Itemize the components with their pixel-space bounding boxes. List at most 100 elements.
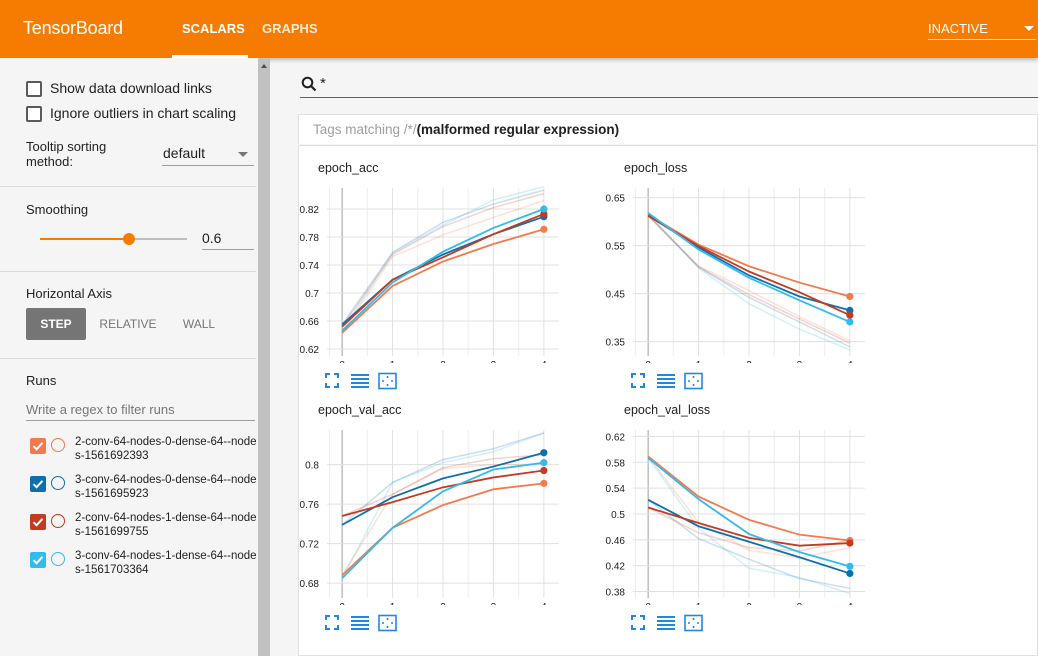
raw-series-line (341, 432, 545, 526)
run-item[interactable]: 2-conv-64-nodes-0-dense-64--nodes-156169… (30, 435, 258, 469)
y-tick-label: 0.5 (611, 510, 625, 521)
axis-step-button[interactable]: STEP (26, 308, 86, 340)
series-line[interactable] (647, 457, 851, 568)
series-line[interactable] (647, 214, 851, 298)
fullscreen-icon[interactable] (631, 615, 645, 630)
axis-relative-button[interactable]: RELATIVE (99, 317, 157, 331)
x-tick-label: 3 (491, 360, 497, 363)
y-tick-label: 0.68 (300, 579, 320, 590)
fit-domain-icon[interactable] (684, 614, 703, 632)
y-tick-label: 0.55 (606, 242, 626, 253)
series-line[interactable] (341, 213, 545, 328)
top-app-bar: TensorBoard SCALARS GRAPHS INACTIVE (0, 0, 1038, 58)
series-end-point[interactable] (846, 311, 854, 319)
x-tick-label: 2 (440, 602, 446, 605)
ignore-outliers-option[interactable]: Ignore outliers in chart scaling (26, 105, 236, 123)
run-color-swatch[interactable] (51, 438, 65, 452)
chart-plot[interactable]: 0 1 2 3 4 0.38 0.42 0.46 0.5 0.54 0.58 0.62 (568, 405, 868, 605)
show-download-links-checkbox[interactable] (26, 81, 42, 98)
active-tab-indicator (172, 55, 248, 58)
fit-domain-icon[interactable] (684, 372, 703, 390)
series-end-point[interactable] (540, 205, 548, 213)
fit-domain-icon[interactable] (378, 372, 397, 390)
tags-matching-header[interactable]: Tags matching /*/(malformed regular expr… (298, 114, 1038, 144)
x-tick-label: 0 (645, 360, 651, 363)
run-checkbox[interactable] (30, 514, 46, 530)
x-tick-label: 1 (696, 602, 702, 605)
run-color-swatch[interactable] (51, 514, 65, 528)
tooltip-sorting-label: Tooltip sorting method: (26, 139, 107, 169)
run-item[interactable]: 3-conv-64-nodes-1-dense-64--nodes-156170… (30, 549, 258, 583)
y-tick-label: 0.58 (606, 458, 626, 469)
run-checkbox[interactable] (30, 552, 46, 568)
sidebar-divider (0, 358, 256, 359)
toggle-log-scale-icon[interactable] (351, 374, 369, 388)
smoothing-value-input[interactable]: 0.6 (202, 226, 254, 250)
horizontal-axis-label: Horizontal Axis (26, 286, 112, 301)
fullscreen-icon[interactable] (325, 615, 339, 630)
run-item[interactable]: 2-conv-64-nodes-1-dense-64--nodes-156169… (30, 511, 258, 545)
show-download-links-option[interactable]: Show data download links (26, 80, 212, 98)
tags-matching-prefix: Tags matching /*/ (313, 122, 417, 137)
series-line[interactable] (647, 215, 851, 317)
smoothing-slider-knob[interactable] (123, 233, 135, 245)
run-item[interactable]: 3-conv-64-nodes-0-dense-64--nodes-156169… (30, 473, 258, 507)
series-end-point[interactable] (846, 539, 854, 547)
series-line[interactable] (341, 469, 544, 517)
series-end-point[interactable] (540, 466, 548, 475)
ignore-outliers-checkbox[interactable] (26, 106, 42, 123)
series-end-point[interactable] (540, 449, 548, 457)
series-end-point[interactable] (846, 318, 854, 326)
run-color-swatch[interactable] (51, 476, 65, 490)
y-tick-label: 0.62 (606, 432, 626, 443)
checkmark-icon (32, 518, 44, 527)
series-end-point[interactable] (846, 562, 854, 570)
series-end-point[interactable] (540, 459, 548, 467)
series-line[interactable] (341, 461, 544, 579)
fullscreen-icon[interactable] (325, 373, 339, 388)
series-line[interactable] (647, 212, 851, 323)
runs-filter-input[interactable]: Write a regex to filter runs (26, 400, 255, 421)
sidebar-divider (0, 271, 256, 272)
x-tick-label: 3 (797, 602, 803, 605)
raw-series-line (647, 215, 851, 344)
series-line[interactable] (647, 455, 850, 542)
tag-filter-row[interactable]: * (300, 72, 1038, 98)
axis-wall-button[interactable]: WALL (182, 317, 216, 331)
raw-series-line (647, 214, 851, 348)
run-checkbox[interactable] (30, 438, 46, 454)
raw-series-line (647, 506, 851, 552)
toggle-log-scale-icon[interactable] (657, 374, 675, 388)
tab-graphs[interactable]: GRAPHS (262, 21, 318, 36)
toggle-log-scale-icon[interactable] (351, 616, 369, 630)
raw-series-line (647, 212, 851, 351)
y-tick-label: 0.72 (300, 540, 320, 551)
toggle-log-scale-icon[interactable] (657, 616, 675, 630)
x-tick-label: 1 (390, 360, 396, 363)
series-end-point[interactable] (540, 225, 548, 233)
inactive-dashboards-select[interactable]: INACTIVE (928, 14, 1036, 40)
series-end-point[interactable] (540, 479, 548, 487)
tag-filter-input[interactable]: * (320, 75, 326, 92)
run-checkbox[interactable] (30, 476, 46, 492)
chart-plot[interactable]: 0 1 2 3 4 0.62 0.66 0.7 0.74 0.78 0.82 (262, 163, 562, 363)
chart-plot[interactable]: 0 1 2 3 4 0.35 0.45 0.55 0.65 (568, 163, 868, 363)
fullscreen-icon[interactable] (631, 373, 645, 388)
app-brand[interactable]: TensorBoard (23, 18, 123, 38)
chart-title: epoch_loss (624, 161, 688, 175)
y-tick-label: 0.8 (305, 461, 319, 472)
series-line[interactable] (647, 506, 850, 547)
raw-series-line (647, 214, 851, 342)
scroll-up-arrow-icon[interactable] (261, 64, 267, 68)
series-end-point[interactable] (846, 292, 854, 301)
series-end-point[interactable] (846, 569, 854, 578)
chart-plot[interactable]: 0 1 2 3 4 0.68 0.72 0.76 0.8 (262, 405, 562, 605)
y-tick-label: 0.74 (300, 261, 320, 272)
run-color-swatch[interactable] (51, 552, 65, 566)
series-line[interactable] (341, 228, 545, 334)
tab-scalars[interactable]: SCALARS (182, 21, 245, 36)
tooltip-sorting-select[interactable]: default (162, 142, 254, 166)
series-line[interactable] (341, 208, 545, 332)
fit-domain-icon[interactable] (378, 614, 397, 632)
sidebar-scrollbar[interactable] (258, 58, 270, 656)
